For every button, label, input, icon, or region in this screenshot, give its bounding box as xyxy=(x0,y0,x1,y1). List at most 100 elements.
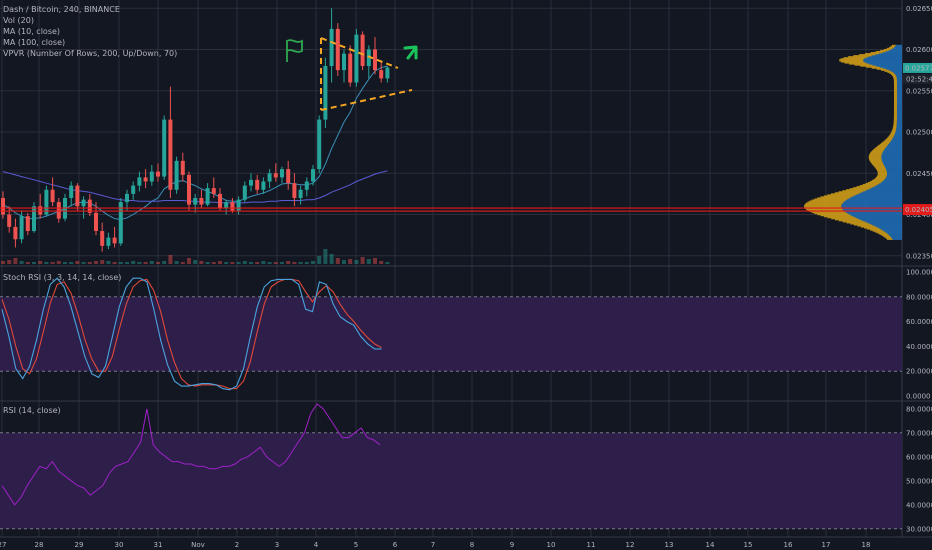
vp-up-bar xyxy=(882,180,902,183)
vp-down-bar xyxy=(873,148,885,151)
vp-down-bar xyxy=(879,143,889,146)
vp-down-bar xyxy=(893,120,897,122)
vp-down-bar xyxy=(868,157,882,159)
vp-down-bar xyxy=(893,84,898,87)
vp-up-bar xyxy=(892,71,902,73)
candle-body xyxy=(292,183,297,198)
vp-up-bar xyxy=(886,68,902,70)
vpvr-legend[interactable]: VPVR (Number Of Rows, 200, Up/Down, 70) xyxy=(3,49,178,58)
volume-bar xyxy=(125,262,129,264)
vp-down-bar xyxy=(868,156,882,158)
vp-down-bar xyxy=(880,49,889,52)
volume-bar xyxy=(211,262,216,264)
vp-up-bar xyxy=(882,229,902,231)
vp-up-bar xyxy=(886,170,902,172)
vp-down-bar xyxy=(884,139,892,141)
vp-down-bar xyxy=(887,71,893,73)
time-tick-label: 28 xyxy=(35,541,44,549)
vp-down-bar xyxy=(893,81,898,84)
volume-bar xyxy=(7,260,12,264)
candle-body xyxy=(360,34,365,66)
vp-down-bar xyxy=(846,222,868,224)
vp-down-bar xyxy=(893,88,898,90)
vp-up-bar xyxy=(891,236,902,238)
candle-body xyxy=(25,216,30,231)
time-tick-label: 9 xyxy=(510,541,514,549)
candle-body xyxy=(112,237,117,244)
vp-down-bar xyxy=(875,50,886,53)
time-tick-label: 12 xyxy=(626,541,635,549)
flag-icon xyxy=(286,39,303,62)
vp-up-bar xyxy=(847,212,902,215)
drawings[interactable] xyxy=(0,37,902,212)
volume-bar xyxy=(298,262,303,264)
vp-up-bar xyxy=(873,186,902,188)
vp-down-bar xyxy=(893,102,898,104)
vp-up-bar xyxy=(883,179,902,182)
vp-down-bar xyxy=(814,212,848,215)
vp-up-bar xyxy=(865,221,902,223)
ma10-legend[interactable]: MA (10, close) xyxy=(3,27,61,36)
volume-bar xyxy=(335,258,340,264)
rsi-pane[interactable] xyxy=(0,403,902,530)
vp-down-bar xyxy=(831,193,859,195)
vp-up-bar xyxy=(880,181,902,184)
vp-up-bar xyxy=(865,190,902,192)
candle-body xyxy=(106,237,111,246)
vp-up-bar xyxy=(897,97,902,99)
vp-up-bar xyxy=(889,141,902,144)
vp-up-bar xyxy=(893,136,902,138)
candle-body xyxy=(118,202,123,244)
vp-down-bar xyxy=(893,101,898,103)
time-tick-label: 8 xyxy=(470,541,474,549)
vp-down-bar xyxy=(850,223,870,225)
vp-down-bar xyxy=(893,80,897,83)
volume-bar xyxy=(44,262,49,264)
vp-up-bar xyxy=(896,116,902,119)
vp-down-bar xyxy=(803,205,842,207)
vp-down-bar xyxy=(874,177,886,180)
vp-up-bar xyxy=(897,102,902,104)
vp-up-bar xyxy=(895,130,902,132)
vp-up-bar xyxy=(891,139,902,141)
vp-up-bar xyxy=(846,211,902,214)
symbol-title[interactable]: Dash / Bitcoin, 240, BINANCE xyxy=(3,5,120,14)
vp-up-bar xyxy=(891,70,902,72)
time-tick-label: 29 xyxy=(75,541,84,549)
vp-up-bar xyxy=(888,49,902,52)
volume-bar xyxy=(379,261,384,264)
stoch-rsi-pane[interactable] xyxy=(0,277,902,391)
volume-bar xyxy=(94,261,98,264)
vp-down-bar xyxy=(892,128,897,130)
volume-bar xyxy=(106,261,111,264)
candle-body xyxy=(218,193,222,208)
candlesticks[interactable] xyxy=(1,8,390,252)
vp-down-bar xyxy=(871,67,884,69)
volume-bar xyxy=(118,262,123,264)
vp-down-bar xyxy=(859,185,876,187)
vp-up-bar xyxy=(867,189,902,191)
triangle-lower-line xyxy=(320,89,413,111)
stoch-legend[interactable]: Stoch RSI (3, 3, 14, 14, close) xyxy=(3,273,122,282)
vp-down-bar xyxy=(868,158,882,160)
vp-up-bar xyxy=(897,83,902,86)
vol-legend[interactable]: Vol (20) xyxy=(3,16,34,25)
ma100-legend[interactable]: MA (100, close) xyxy=(3,38,66,47)
vp-down-bar xyxy=(814,198,848,200)
vp-down-bar xyxy=(873,178,885,181)
volume-bar xyxy=(230,262,235,264)
vp-down-bar xyxy=(887,238,893,240)
vp-up-bar xyxy=(896,124,902,126)
time-tick-label: 3 xyxy=(275,541,279,549)
vp-down-bar xyxy=(886,47,893,50)
vp-up-bar xyxy=(886,174,902,177)
rsi-legend[interactable]: RSI (14, close) xyxy=(3,406,61,415)
vp-up-bar xyxy=(853,215,902,218)
stoch-tick-label: 20.0000 xyxy=(906,368,932,376)
stoch-tick-label: 60.0000 xyxy=(906,318,932,326)
candle-body xyxy=(298,189,303,198)
vp-down-bar xyxy=(883,140,891,142)
candle-body xyxy=(32,206,36,231)
vp-up-bar xyxy=(897,94,902,96)
